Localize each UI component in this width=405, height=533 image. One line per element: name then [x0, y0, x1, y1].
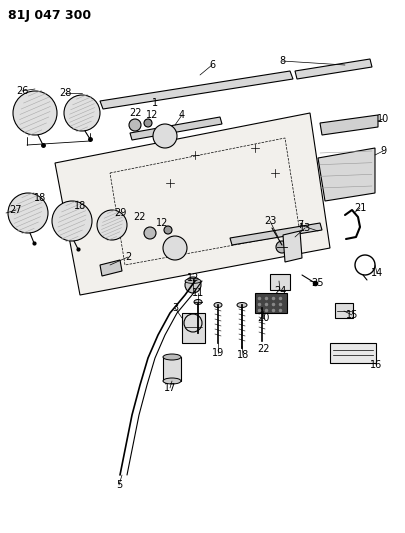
- Text: 22: 22: [134, 212, 146, 222]
- Ellipse shape: [237, 303, 247, 308]
- Text: 17: 17: [164, 383, 176, 393]
- Polygon shape: [320, 115, 378, 135]
- Text: 20: 20: [257, 313, 269, 323]
- Polygon shape: [230, 223, 322, 245]
- Circle shape: [164, 226, 172, 234]
- Text: 29: 29: [114, 208, 126, 218]
- Bar: [335, 303, 353, 318]
- Circle shape: [52, 201, 92, 241]
- Circle shape: [153, 124, 177, 148]
- Polygon shape: [295, 59, 372, 79]
- Polygon shape: [130, 117, 222, 140]
- Circle shape: [144, 119, 152, 127]
- Polygon shape: [100, 260, 122, 276]
- Text: 26: 26: [16, 86, 28, 96]
- Polygon shape: [318, 148, 375, 201]
- Ellipse shape: [163, 378, 181, 384]
- Bar: [330, 343, 376, 363]
- Bar: [270, 274, 290, 290]
- Ellipse shape: [194, 300, 202, 304]
- Text: 15: 15: [346, 310, 358, 320]
- Circle shape: [64, 95, 100, 131]
- Polygon shape: [283, 231, 302, 262]
- Text: 81J 047 300: 81J 047 300: [8, 9, 91, 22]
- Ellipse shape: [214, 303, 222, 308]
- Ellipse shape: [258, 305, 266, 311]
- Text: 24: 24: [274, 286, 286, 296]
- Ellipse shape: [185, 279, 201, 284]
- Circle shape: [8, 193, 48, 233]
- Text: 4: 4: [179, 110, 185, 120]
- Bar: [163, 357, 181, 381]
- Circle shape: [163, 236, 187, 260]
- Text: 18: 18: [74, 201, 86, 211]
- Text: 28: 28: [59, 88, 71, 98]
- Text: 27: 27: [10, 205, 22, 215]
- Text: 14: 14: [371, 268, 383, 278]
- Text: 22: 22: [129, 108, 141, 118]
- Text: 11: 11: [192, 288, 204, 298]
- Text: 2: 2: [125, 252, 131, 262]
- Text: 5: 5: [116, 480, 122, 490]
- Text: 18: 18: [237, 350, 249, 360]
- Text: 13: 13: [299, 223, 311, 233]
- Text: 21: 21: [354, 203, 366, 213]
- Text: 18: 18: [34, 193, 46, 203]
- Text: 12: 12: [187, 273, 199, 283]
- Circle shape: [144, 227, 156, 239]
- Polygon shape: [100, 71, 293, 109]
- Text: 3: 3: [172, 303, 178, 313]
- Bar: [255, 293, 287, 313]
- Text: 1: 1: [152, 98, 158, 108]
- Text: 12: 12: [156, 218, 168, 228]
- Polygon shape: [182, 313, 205, 343]
- Text: 6: 6: [209, 60, 215, 70]
- Text: 23: 23: [264, 216, 276, 226]
- Ellipse shape: [163, 354, 181, 360]
- Circle shape: [129, 119, 141, 131]
- Text: 10: 10: [377, 114, 389, 124]
- Text: 16: 16: [370, 360, 382, 370]
- Circle shape: [276, 241, 288, 253]
- Circle shape: [13, 91, 57, 135]
- Text: 8: 8: [279, 56, 285, 66]
- Text: 7: 7: [297, 220, 303, 230]
- Circle shape: [185, 277, 201, 293]
- Text: 19: 19: [212, 348, 224, 358]
- Text: 25: 25: [312, 278, 324, 288]
- Text: 9: 9: [380, 146, 386, 156]
- Polygon shape: [55, 113, 330, 295]
- Text: 22: 22: [257, 344, 269, 354]
- Text: 12: 12: [146, 110, 158, 120]
- Circle shape: [97, 210, 127, 240]
